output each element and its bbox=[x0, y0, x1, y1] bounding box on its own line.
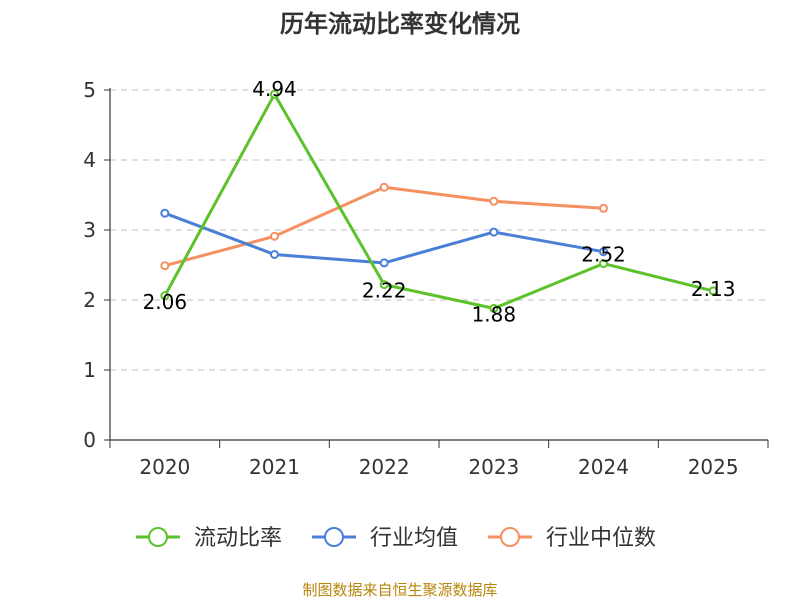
legend-item-0[interactable]: 流动比率 bbox=[136, 526, 282, 551]
data-point[interactable] bbox=[379, 182, 389, 192]
series-line-2 bbox=[164, 185, 604, 268]
data-point[interactable] bbox=[160, 261, 170, 271]
legend-label: 流动比率 bbox=[194, 526, 282, 551]
data-label: 2.22 bbox=[362, 279, 407, 303]
y-tick-label: 2 bbox=[83, 288, 96, 312]
data-point[interactable] bbox=[489, 227, 499, 237]
y-tick-label: 0 bbox=[83, 428, 96, 452]
legend-marker bbox=[500, 527, 520, 547]
x-tick-label: 2024 bbox=[578, 455, 629, 479]
legend[interactable]: 流动比率 行业均值 行业中位数 bbox=[136, 526, 656, 551]
data-point[interactable] bbox=[708, 286, 718, 296]
data-point[interactable] bbox=[489, 196, 499, 206]
data-point[interactable] bbox=[599, 247, 608, 257]
data-point[interactable] bbox=[379, 280, 389, 290]
data-point[interactable] bbox=[270, 89, 279, 99]
data-label: 2.52 bbox=[581, 243, 626, 267]
data-point[interactable] bbox=[270, 231, 279, 241]
data-point[interactable] bbox=[599, 259, 608, 269]
y-tick-label: 4 bbox=[83, 148, 96, 172]
legend-label: 行业中位数 bbox=[546, 526, 656, 551]
data-label: 2.13 bbox=[691, 277, 736, 301]
y-tick-label: 3 bbox=[83, 218, 96, 242]
source-note: 制图数据来自恒生聚源数据库 bbox=[302, 581, 497, 599]
chart-title: 历年流动比率变化情况 bbox=[280, 10, 520, 38]
legend-marker bbox=[324, 527, 344, 547]
legend-label: 行业均值 bbox=[370, 526, 458, 551]
data-label: 4.94 bbox=[252, 77, 297, 101]
legend-marker bbox=[148, 527, 168, 547]
x-tick-label: 2022 bbox=[359, 455, 410, 479]
data-point[interactable] bbox=[160, 208, 170, 218]
data-point[interactable] bbox=[270, 250, 279, 259]
series-line-1 bbox=[164, 211, 604, 265]
axes: 0 1 2 3 4 5 2020 2021 2022 2023 2024 2025 bbox=[83, 78, 769, 479]
legend-item-1[interactable]: 行业均值 bbox=[312, 526, 458, 551]
x-tick-label: 2021 bbox=[249, 455, 300, 479]
data-point[interactable] bbox=[379, 258, 389, 268]
data-point[interactable] bbox=[489, 303, 499, 313]
series-group bbox=[160, 89, 718, 313]
x-tick-label: 2025 bbox=[688, 455, 739, 479]
series-line-0 bbox=[163, 92, 714, 310]
y-tick-label: 5 bbox=[83, 78, 96, 102]
data-label: 1.88 bbox=[472, 302, 517, 326]
data-label: 2.06 bbox=[143, 290, 188, 314]
x-tick-label: 2023 bbox=[468, 455, 519, 479]
y-tick-label: 1 bbox=[83, 358, 96, 382]
data-point[interactable] bbox=[599, 203, 608, 213]
legend-item-2[interactable]: 行业中位数 bbox=[488, 526, 656, 551]
data-point[interactable] bbox=[160, 291, 170, 301]
x-tick-label: 2020 bbox=[139, 455, 190, 479]
data-labels: 2.06 4.94 2.22 1.88 2.52 2.13 bbox=[143, 77, 736, 326]
